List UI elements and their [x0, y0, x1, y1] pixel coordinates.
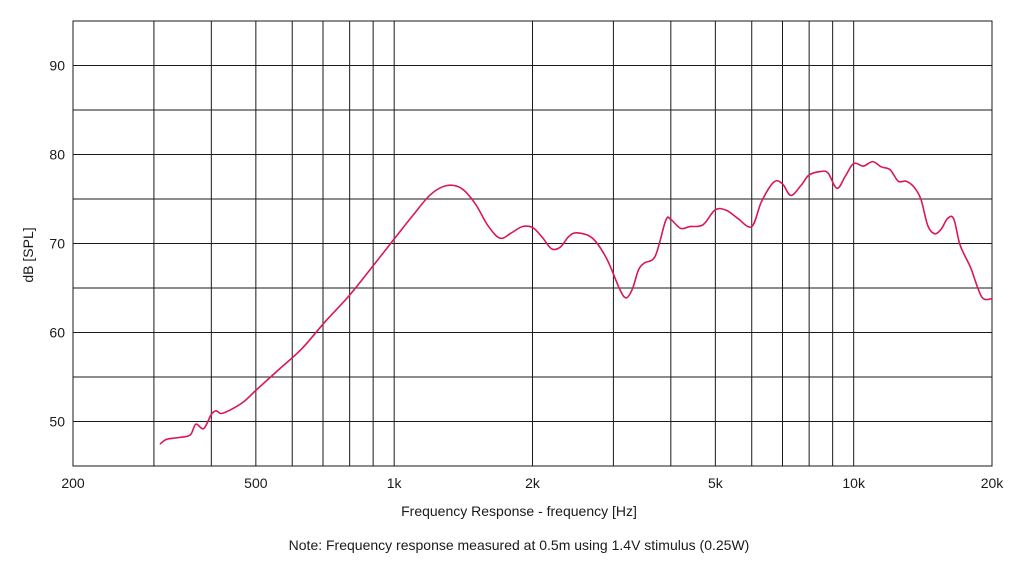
y-tick-label: 60 — [49, 325, 65, 341]
x-tick-label: 2k — [525, 475, 541, 491]
y-tick-label: 90 — [49, 58, 65, 74]
y-tick-label: 80 — [49, 147, 65, 163]
x-tick-labels: 200 500 1k 2k 5k 10k 20k — [61, 475, 1004, 491]
series-line — [159, 160, 993, 445]
x-tick-label: 5k — [708, 475, 724, 491]
y-tick-label: 70 — [49, 236, 65, 252]
x-axis-label: Frequency Response - frequency [Hz] — [401, 503, 637, 519]
y-axis-label: dB [SPL] — [20, 227, 36, 282]
y-tick-label: 50 — [49, 414, 65, 430]
x-tick-label: 10k — [842, 475, 866, 491]
x-tick-label: 200 — [61, 475, 85, 491]
y-tick-labels: 50 60 70 80 90 — [49, 58, 65, 430]
x-tick-label: 20k — [981, 475, 1005, 491]
y-gridlines — [73, 65, 992, 422]
plot-frame — [72, 20, 993, 467]
x-tick-label: 1k — [387, 475, 403, 491]
chart-note: Note: Frequency response measured at 0.5… — [289, 537, 750, 553]
x-tick-label: 500 — [244, 475, 268, 491]
